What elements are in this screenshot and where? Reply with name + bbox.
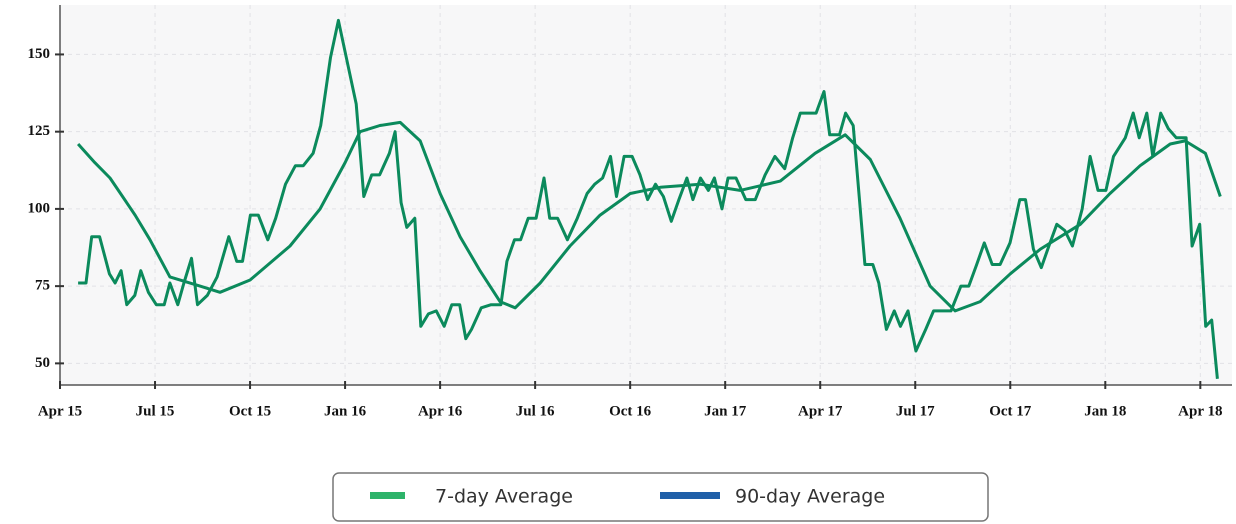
- y-tick-label: 75: [35, 278, 50, 294]
- lines: [76, 18, 1222, 379]
- x-tick-label: Oct 15: [229, 403, 271, 419]
- legend-swatch: [660, 492, 720, 499]
- y-tick-label: 50: [35, 355, 50, 371]
- ticks: 50 75 100 125 150 Apr 15 Jul 15 Oct 15 Jan 16 Apr…: [28, 46, 1223, 420]
- x-tick-label: Jan 18: [1084, 403, 1126, 419]
- y-tick-label: 100: [28, 200, 51, 216]
- grid: [59, 5, 1232, 385]
- x-tick-label: Apr 16: [418, 403, 463, 419]
- y-tick-label: 150: [28, 46, 51, 62]
- legend-swatch: [370, 492, 405, 499]
- x-tick-label: Apr 18: [1178, 403, 1222, 419]
- legend-label: 90-day Average: [735, 486, 885, 508]
- x-tick-label: Apr 15: [38, 403, 82, 419]
- x-tick-label: Jan 16: [324, 403, 367, 419]
- x-tick-label: Oct 16: [609, 403, 652, 419]
- series-line: [78, 18, 1219, 379]
- x-tick-label: Oct 17: [989, 403, 1032, 419]
- y-tick-label: 125: [28, 123, 51, 139]
- x-tick-label: Jul 15: [136, 403, 175, 419]
- legend-items: 7-day Average 90-day Average: [370, 486, 885, 508]
- series-line: [76, 120, 1222, 313]
- x-tick-label: Jul 17: [896, 403, 935, 419]
- x-tick-label: Jul 16: [516, 403, 555, 419]
- x-tick-label: Apr 17: [798, 403, 843, 419]
- legend-label: 7-day Average: [435, 486, 573, 508]
- x-tick-label: Jan 17: [704, 403, 747, 419]
